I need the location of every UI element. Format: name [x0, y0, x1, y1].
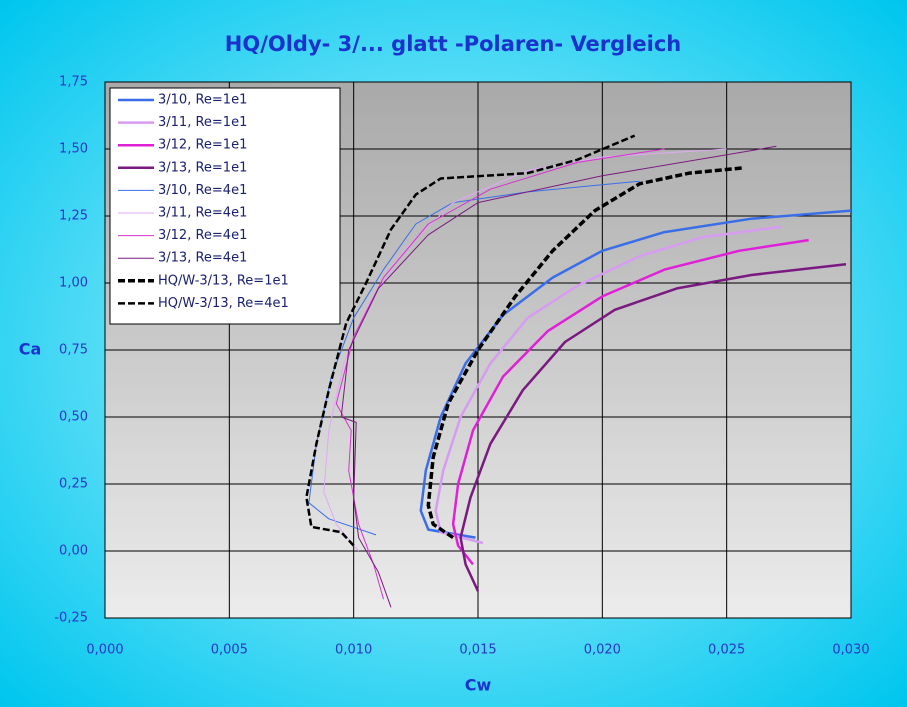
legend-label: HQ/W-3/13, Re=4e1 — [158, 296, 289, 311]
series-line — [340, 145, 777, 608]
legend-box — [109, 87, 341, 325]
y-tick-label: 1,50 — [59, 142, 88, 157]
series-line — [308, 180, 640, 536]
x-tick-label: 0,020 — [584, 643, 621, 658]
x-axis-label: Cw — [465, 676, 492, 695]
legend-label: 3/13, Re=4e1 — [158, 251, 247, 266]
legend-label: 3/13, Re=1e1 — [158, 160, 247, 175]
legend-label: HQ/W-3/13, Re=1e1 — [158, 273, 289, 288]
legend-label: 3/11, Re=4e1 — [158, 206, 247, 221]
series-line — [434, 225, 782, 545]
y-tick-label: 0,00 — [59, 544, 88, 559]
legend-label: 3/11, Re=1e1 — [158, 115, 247, 130]
y-tick-label: 0,25 — [59, 477, 88, 492]
plot-border — [104, 81, 852, 619]
series-line — [335, 148, 665, 600]
y-tick-label: 1,25 — [59, 209, 88, 224]
x-tick-label: 0,015 — [459, 643, 496, 658]
legend-label: 3/10, Re=4e1 — [158, 183, 247, 198]
series-line — [451, 238, 809, 566]
x-tick-label: 0,000 — [86, 643, 123, 658]
y-tick-label: 0,50 — [59, 410, 88, 425]
y-tick-label: 0,75 — [59, 343, 88, 358]
x-tick-label: 0,010 — [335, 643, 372, 658]
y-axis-label: Ca — [19, 340, 42, 359]
y-tick-label: 1,75 — [59, 75, 88, 90]
legend-label: 3/12, Re=1e1 — [158, 138, 247, 153]
series-line — [426, 166, 745, 540]
legend-label: 3/12, Re=4e1 — [158, 228, 247, 243]
series-line — [459, 262, 847, 592]
x-tick-label: 0,005 — [211, 643, 248, 658]
x-tick-label: 0,025 — [708, 643, 745, 658]
y-tick-label: -0,25 — [54, 611, 88, 626]
y-tick-label: 1,00 — [59, 276, 88, 291]
chart-title: HQ/Oldy- 3/... glatt -Polaren- Vergleich — [225, 32, 681, 56]
x-tick-label: 0,030 — [832, 643, 869, 658]
legend-label: 3/10, Re=1e1 — [158, 93, 247, 108]
series-line — [305, 134, 636, 547]
